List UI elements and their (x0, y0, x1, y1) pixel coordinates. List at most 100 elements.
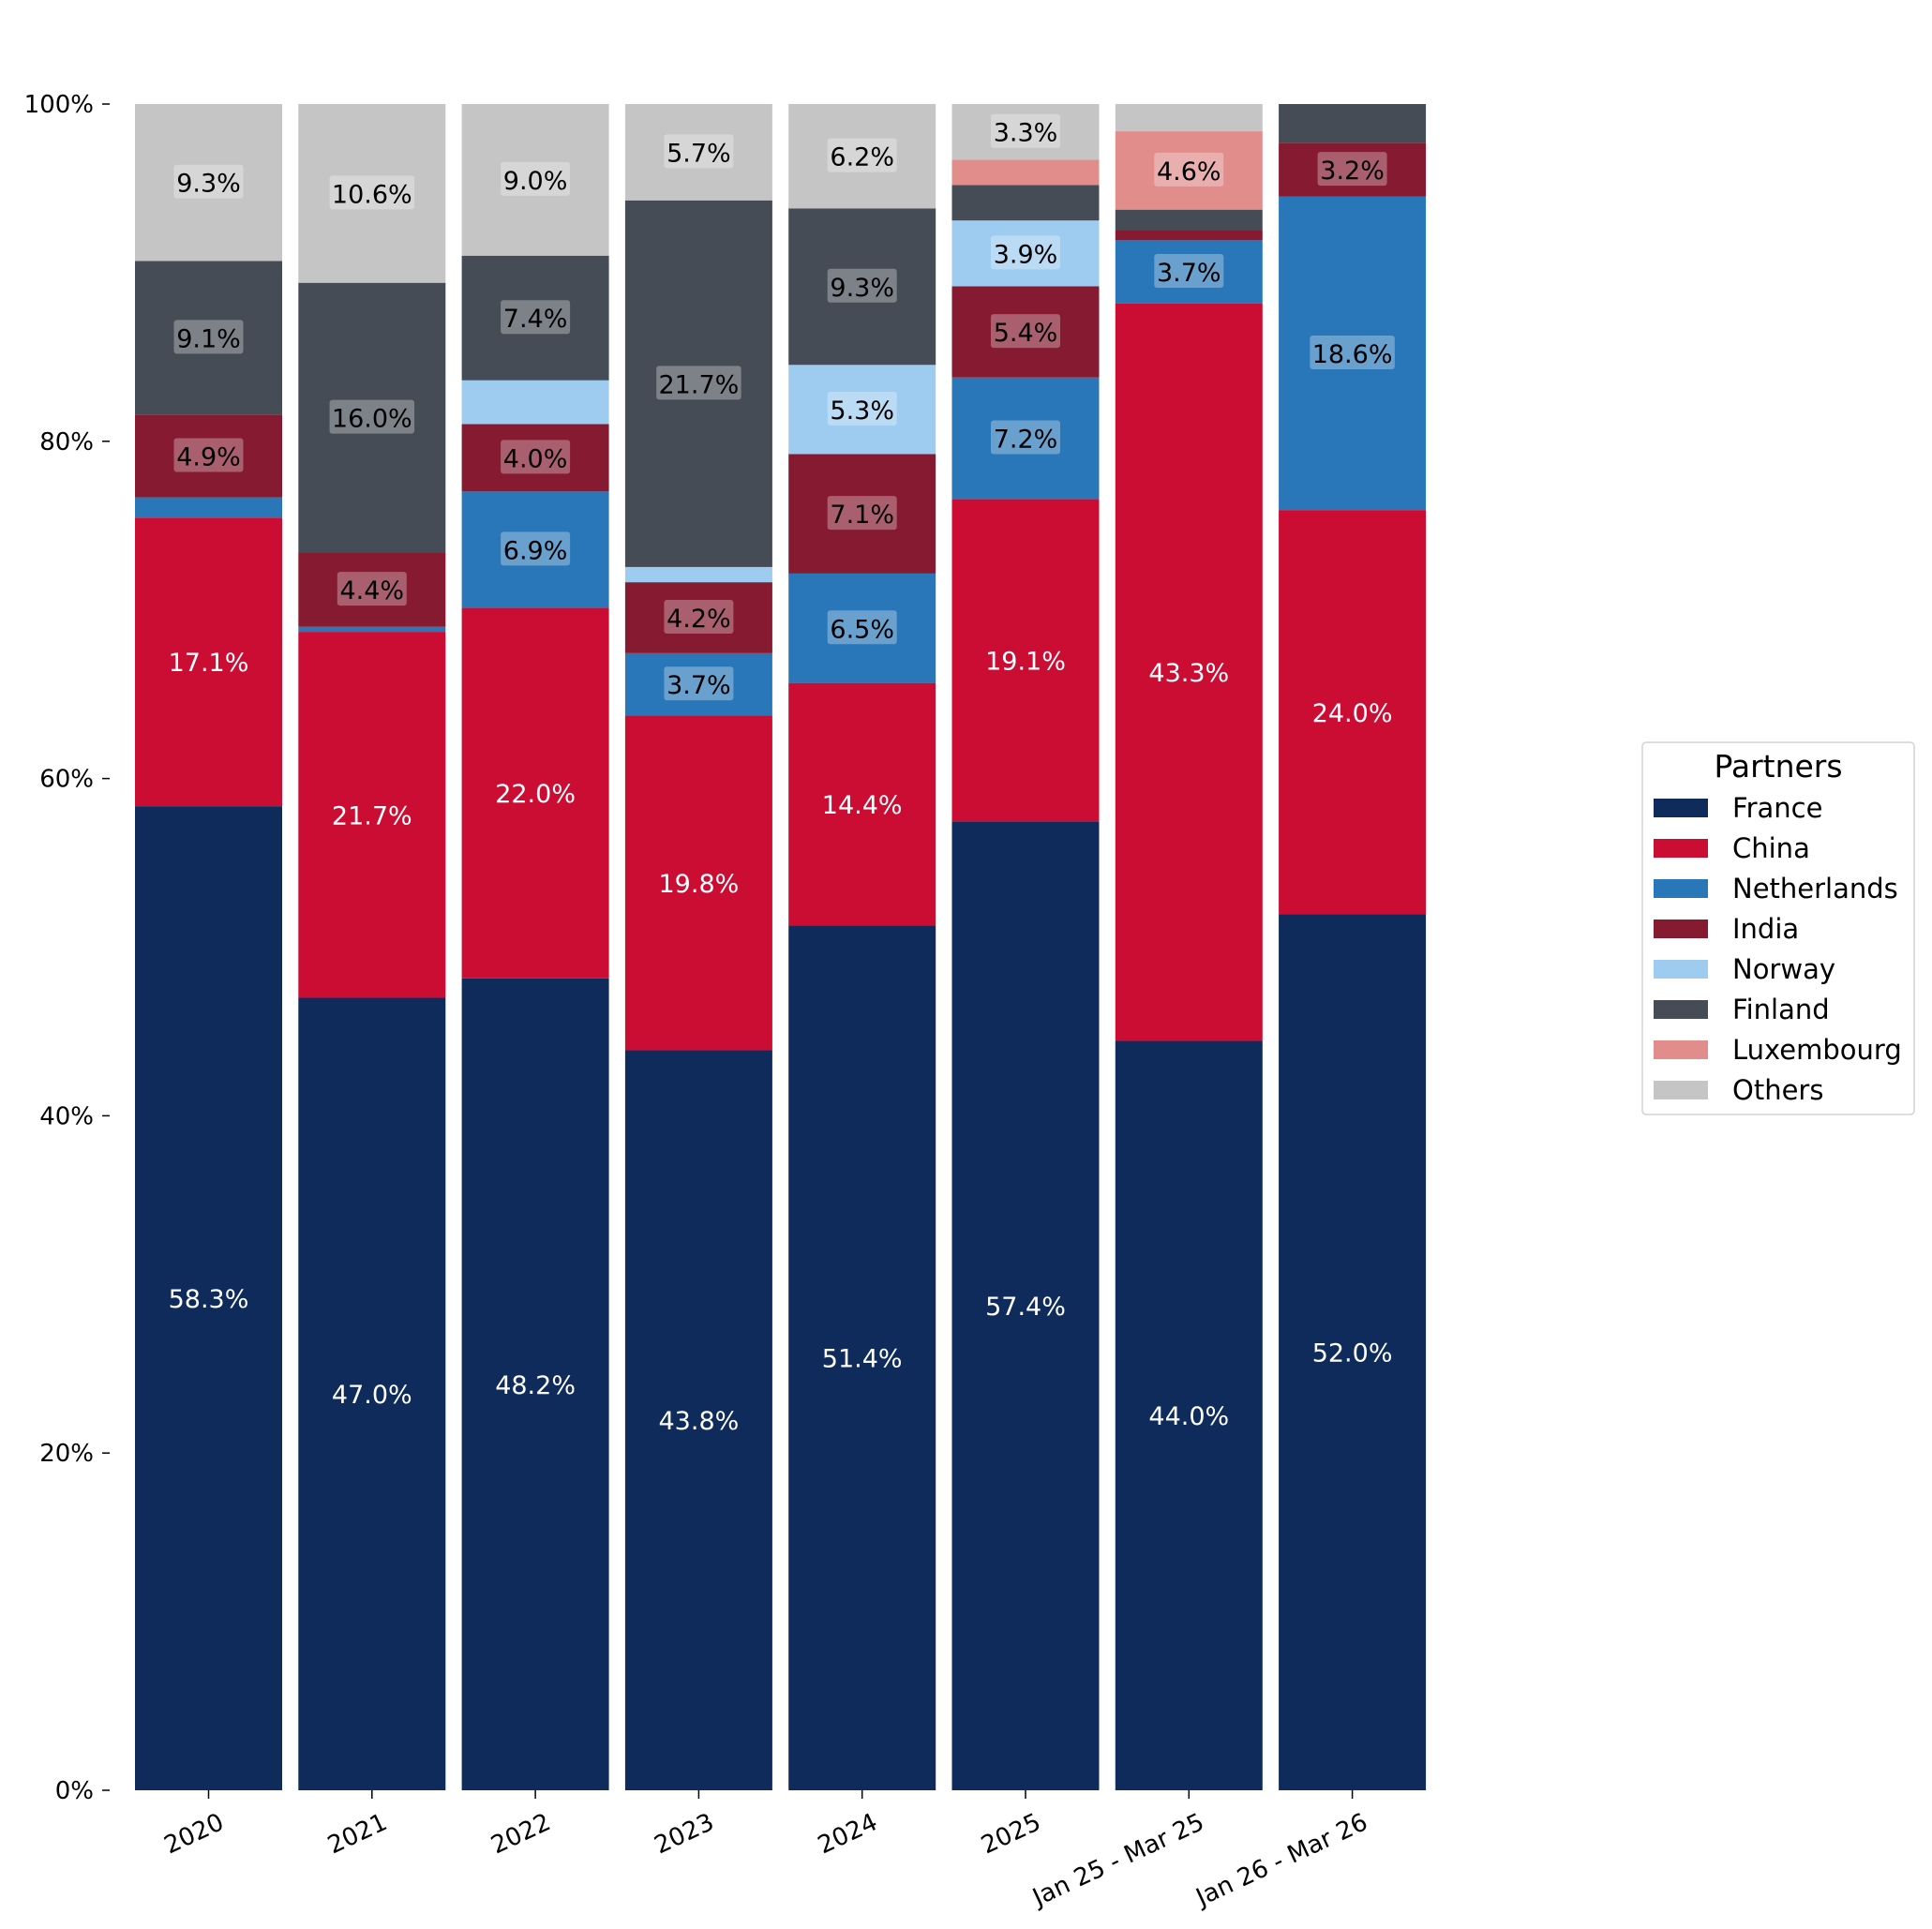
data-label-box (501, 300, 571, 335)
bar-segment-others-6 (1115, 104, 1263, 132)
bar-segment-france-7 (1279, 914, 1427, 1790)
legend-item-france: France (1654, 792, 1822, 824)
legend-frame (1641, 741, 1915, 1115)
bar-segment-china-7 (1279, 510, 1427, 915)
x-tick-label: 2024 (814, 1808, 882, 1860)
data-label-text: 47.0% (332, 1381, 412, 1410)
data-label-text: 7.4% (503, 305, 568, 334)
data-label-text: 3.7% (666, 671, 731, 700)
data-label-text: 44.0% (1148, 1402, 1229, 1431)
legend-swatch (1654, 799, 1708, 817)
data-label-text: 6.5% (830, 615, 894, 644)
bar-segment-france-2 (461, 978, 609, 1790)
bar-segment-luxembourg-6 (1115, 131, 1263, 210)
legend-label: Luxembourg (1732, 1034, 1902, 1066)
bar-segment-netherlands-2 (461, 491, 609, 608)
bar-segment-finland-2 (461, 255, 609, 381)
legend-swatch (1654, 1040, 1708, 1059)
data-label-text: 21.7% (659, 370, 740, 399)
data-label-text: 6.2% (830, 143, 894, 172)
bar-segment-india-0 (135, 414, 282, 498)
bar-segment-india-1 (298, 552, 446, 627)
x-tick-label: Jan 25 - Mar 25 (1027, 1808, 1209, 1913)
data-label-text: 4.2% (666, 605, 731, 634)
data-label-text: 4.9% (176, 442, 241, 471)
bar-segment-india-6 (1115, 230, 1263, 241)
legend-item-china: China (1654, 832, 1810, 864)
data-label-india-5: 5.4% (991, 314, 1060, 349)
data-label-norway-4: 5.3% (827, 391, 897, 426)
bar-segment-norway-5 (951, 220, 1100, 287)
data-label-box (991, 113, 1060, 148)
data-label-box (501, 531, 571, 566)
bar-segment-france-1 (298, 997, 446, 1790)
y-tick-label: 20% (39, 1440, 94, 1468)
legend-item-norway: Norway (1654, 953, 1835, 985)
legend-label: India (1732, 913, 1799, 945)
bar-segment-india-2 (461, 424, 609, 492)
legend-title: Partners (1714, 748, 1842, 785)
data-label-text: 9.3% (830, 274, 894, 303)
legend-swatch (1654, 1081, 1708, 1099)
data-label-box (827, 391, 897, 426)
bar-segment-norway-2 (461, 380, 609, 425)
data-label-text: 17.1% (169, 649, 249, 678)
bar-segment-finland-3 (624, 200, 772, 567)
data-label-france-0: 58.3% (169, 1285, 249, 1314)
data-label-text: 5.4% (994, 319, 1058, 348)
legend-swatch (1654, 920, 1708, 938)
data-label-text: 24.0% (1312, 699, 1393, 728)
bar-segment-china-6 (1115, 303, 1263, 1041)
data-label-others-3: 5.7% (664, 134, 734, 169)
bar-segment-india-3 (624, 582, 772, 653)
data-label-text: 14.4% (822, 791, 903, 820)
legend-item-finland: Finland (1654, 994, 1830, 1025)
data-label-china-5: 19.1% (985, 647, 1066, 676)
data-label-finland-2: 7.4% (501, 300, 571, 335)
data-label-text: 48.2% (495, 1371, 576, 1400)
data-label-netherlands-7: 18.6% (1310, 335, 1395, 369)
data-label-text: 19.8% (659, 870, 740, 899)
data-label-text: 58.3% (169, 1285, 249, 1314)
y-tick-label: 60% (39, 766, 94, 794)
data-label-box (329, 399, 415, 434)
bar-segment-netherlands-0 (135, 497, 282, 518)
bar-segment-france-6 (1115, 1040, 1263, 1790)
data-label-text: 3.2% (1320, 157, 1385, 186)
data-label-netherlands-4: 6.5% (827, 610, 897, 645)
bar-segment-luxembourg-5 (951, 159, 1100, 186)
legend-item-india: India (1654, 913, 1799, 945)
bar-segment-india-5 (951, 286, 1100, 378)
bar-segment-finland-0 (135, 261, 282, 415)
y-tick-label: 100% (24, 91, 94, 119)
data-label-text: 22.0% (495, 780, 576, 809)
data-label-box (991, 420, 1060, 455)
data-label-china-2: 22.0% (495, 780, 576, 809)
bar-segment-finland-7 (1279, 104, 1427, 143)
bar-segment-others-4 (788, 104, 936, 209)
bar-segment-others-0 (135, 104, 282, 262)
data-label-text: 4.4% (339, 576, 404, 606)
bar-segment-china-0 (135, 517, 282, 807)
bar-segment-finland-1 (298, 282, 446, 553)
data-label-box (1154, 152, 1224, 187)
y-tick-label: 0% (55, 1777, 94, 1805)
x-tick-label: 2020 (160, 1808, 229, 1860)
data-label-china-1: 21.7% (332, 801, 412, 830)
legend-item-netherlands: Netherlands (1654, 873, 1898, 905)
data-label-text: 19.1% (985, 647, 1066, 676)
x-tick-label: 2023 (651, 1808, 719, 1860)
data-label-india-1: 4.4% (337, 572, 407, 606)
data-label-netherlands-3: 3.7% (664, 666, 734, 701)
data-label-text: 16.0% (332, 405, 412, 434)
x-tick-label: 2025 (977, 1808, 1045, 1860)
data-label-box (991, 235, 1060, 270)
data-label-finland-1: 16.0% (329, 399, 415, 434)
legend-swatch (1654, 839, 1708, 858)
data-label-text: 51.4% (822, 1345, 903, 1374)
x-tick-label: Jan 26 - Mar 26 (1191, 1808, 1372, 1913)
legend-swatch (1654, 879, 1708, 898)
legend-swatch (1654, 1000, 1708, 1019)
